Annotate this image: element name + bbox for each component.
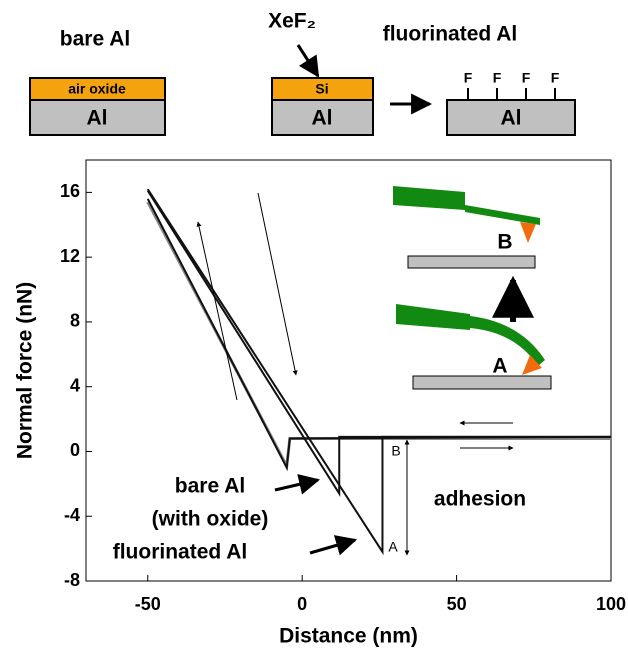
layer-label: Al <box>87 107 108 130</box>
layer-label: air oxide <box>68 81 126 97</box>
layer-label: Al <box>501 107 522 130</box>
plot-frame <box>85 159 612 582</box>
y-tick-label: -4 <box>64 505 80 525</box>
layer-label: Si <box>315 81 328 97</box>
fluorine: F <box>464 70 473 86</box>
al-block <box>446 99 576 136</box>
tip <box>522 355 542 375</box>
y-tick-label: 0 <box>70 440 80 460</box>
force-curve <box>146 190 611 498</box>
x-axis-label: Distance (nm) <box>279 625 418 648</box>
annotation: B <box>391 443 400 459</box>
y-tick-label: 12 <box>60 246 80 266</box>
y-tick-label: 4 <box>70 375 80 395</box>
surface <box>412 375 552 390</box>
plot: -50 0 50 100 -8 -4 0 4 8 12 16 Distance (nm) Normal … <box>14 159 626 648</box>
annotation: bare Al <box>175 475 245 498</box>
inset: B A <box>393 186 552 390</box>
al-block <box>29 99 166 136</box>
annotation: fluorinated Al <box>113 541 248 564</box>
cantilever <box>470 316 545 366</box>
fluorine: F <box>551 70 560 86</box>
inset-label: B <box>497 231 512 254</box>
arrow <box>274 474 321 495</box>
fluorinated-title: fluorinated Al <box>383 23 518 46</box>
schematic: bare Al air oxide Al XeF₂ Si Al fluorina… <box>29 10 576 136</box>
tip <box>520 222 536 243</box>
al-block <box>271 99 374 136</box>
y-tick-label: 8 <box>70 311 80 331</box>
x-tick-label: 0 <box>297 594 307 614</box>
annotation: A <box>388 539 398 555</box>
cantilever-base <box>393 186 465 210</box>
arrow <box>196 221 238 401</box>
bare-title: bare Al <box>60 28 130 51</box>
x-tick-label: 50 <box>447 594 467 614</box>
inset-label: A <box>492 355 507 378</box>
y-tick-label: -8 <box>64 570 80 590</box>
y-axis-label: Normal force (nN) <box>14 282 37 459</box>
arrow <box>296 44 320 78</box>
x-tick-label: 100 <box>596 594 626 614</box>
arrow <box>257 192 298 376</box>
x-tick-label: -50 <box>135 594 161 614</box>
annotation: (with oxide) <box>152 508 269 531</box>
cantilever-base <box>396 304 470 330</box>
y-tick-label: 16 <box>60 181 80 201</box>
fluorine: F <box>522 70 531 86</box>
reagent: XeF₂ <box>268 10 316 33</box>
fluorine: F <box>493 70 502 86</box>
annotation: adhesion <box>434 488 526 511</box>
layer-label: Al <box>312 107 333 130</box>
surface <box>407 255 536 269</box>
cantilever <box>465 205 540 225</box>
force-curve <box>146 188 611 556</box>
arrow <box>309 535 358 556</box>
force-curve <box>146 198 612 472</box>
